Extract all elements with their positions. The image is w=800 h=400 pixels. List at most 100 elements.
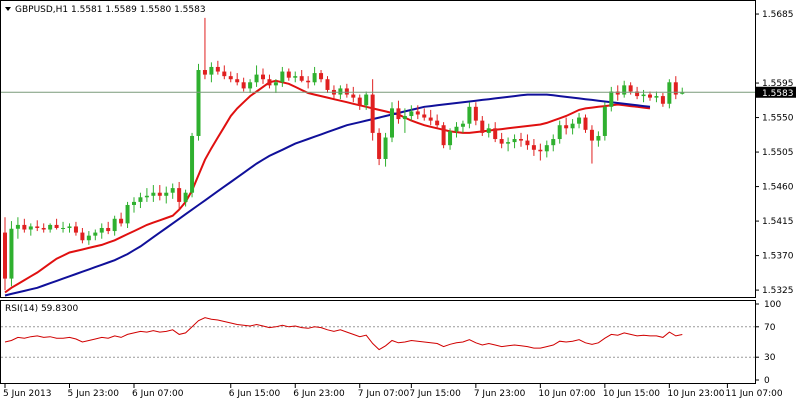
candle-body bbox=[460, 123, 465, 127]
price-tick-label: 1.5415 bbox=[762, 217, 794, 227]
candle-body bbox=[622, 85, 627, 95]
candle bbox=[460, 120, 465, 133]
candle bbox=[54, 218, 59, 230]
rsi-tick-label: 30 bbox=[764, 353, 776, 363]
candle bbox=[596, 131, 601, 147]
candle-body bbox=[635, 91, 640, 97]
price-tick-label: 1.5505 bbox=[762, 148, 794, 158]
candle bbox=[312, 66, 317, 86]
candle-body bbox=[589, 129, 594, 141]
time-tick-label: 7 Jun 07:00 bbox=[358, 389, 410, 399]
time-tick-label: 6 Jun 07:00 bbox=[132, 389, 184, 399]
candle-body bbox=[106, 227, 111, 232]
candle-body bbox=[177, 188, 182, 202]
candle-body bbox=[454, 126, 459, 132]
candle-body bbox=[428, 117, 433, 121]
candle-body bbox=[28, 226, 33, 230]
candle-body bbox=[164, 192, 169, 196]
candle-body bbox=[261, 74, 265, 80]
rsi-axis: 100 70 30 0 bbox=[755, 300, 781, 386]
candle-body bbox=[357, 97, 362, 106]
candle-body bbox=[22, 224, 27, 230]
candle-body bbox=[254, 74, 259, 83]
candle bbox=[615, 85, 620, 101]
candle-body bbox=[519, 139, 523, 141]
rsi-label: RSI(14) 59.8300 bbox=[5, 304, 78, 314]
candle-body bbox=[628, 85, 633, 92]
rsi-tick-label: 70 bbox=[764, 323, 776, 333]
candle-body bbox=[299, 76, 304, 81]
candle-body bbox=[35, 226, 40, 228]
candle-body bbox=[441, 125, 446, 146]
candle-body bbox=[564, 125, 569, 129]
candle-body bbox=[170, 188, 175, 193]
candle-body bbox=[344, 88, 349, 95]
candle-body bbox=[112, 218, 117, 232]
candle-body bbox=[138, 197, 143, 202]
candle bbox=[112, 215, 117, 236]
time-tick-label: 7 Jun 15:00 bbox=[409, 389, 461, 399]
candle bbox=[164, 186, 169, 204]
candle-body bbox=[641, 94, 646, 97]
candle-body bbox=[93, 232, 98, 236]
candle bbox=[357, 94, 362, 110]
candle-body bbox=[660, 96, 665, 104]
candle bbox=[673, 76, 678, 100]
candle-body bbox=[183, 192, 188, 202]
candle bbox=[228, 71, 233, 83]
candle bbox=[325, 76, 330, 94]
candle bbox=[222, 65, 227, 80]
time-tick-label: 6 Jun 23:00 bbox=[293, 389, 345, 399]
candle bbox=[370, 79, 375, 141]
candle bbox=[125, 201, 130, 228]
candle bbox=[589, 125, 594, 164]
candle bbox=[435, 114, 440, 129]
ma-fast-line bbox=[4, 79, 651, 294]
candle bbox=[519, 132, 523, 147]
candle bbox=[409, 105, 414, 121]
candle-body bbox=[390, 108, 394, 138]
candle-body bbox=[319, 73, 324, 80]
candle-body bbox=[499, 139, 504, 144]
time-tick-label: 11 Jun 07:00 bbox=[725, 389, 782, 399]
candle-body bbox=[80, 232, 85, 241]
candle-body bbox=[15, 224, 20, 229]
candle-body bbox=[396, 108, 401, 120]
candle bbox=[306, 76, 311, 89]
candle bbox=[351, 86, 356, 103]
candle-body bbox=[654, 96, 659, 98]
candle bbox=[441, 122, 446, 149]
symbol-header: GBPUSD,H1 1.5581 1.5589 1.5580 1.5583 bbox=[15, 5, 206, 15]
price-tick-label: 1.5325 bbox=[762, 286, 794, 296]
candle bbox=[467, 102, 472, 129]
candle-body bbox=[493, 128, 498, 140]
candle-body bbox=[570, 123, 575, 129]
candle-body bbox=[99, 227, 104, 233]
candle bbox=[73, 221, 78, 236]
candle-body bbox=[648, 94, 652, 98]
candle bbox=[428, 109, 433, 126]
candle bbox=[254, 65, 259, 87]
time-tick-label: 10 Jun 23:00 bbox=[667, 389, 724, 399]
candle bbox=[261, 68, 265, 84]
candle bbox=[293, 71, 298, 83]
candle bbox=[622, 80, 627, 98]
candle-body bbox=[48, 224, 53, 230]
triangle-down-icon[interactable] bbox=[5, 7, 11, 11]
price-tick-label: 1.5370 bbox=[762, 252, 794, 262]
candle bbox=[144, 188, 149, 202]
candle-body bbox=[667, 82, 672, 104]
candle bbox=[299, 70, 304, 83]
candle bbox=[177, 181, 182, 210]
candle-body bbox=[673, 82, 678, 95]
candle-body bbox=[486, 128, 491, 133]
candle bbox=[132, 197, 136, 213]
time-tick-label: 10 Jun 07:00 bbox=[538, 389, 595, 399]
candle-body bbox=[228, 76, 233, 80]
candle bbox=[183, 189, 188, 207]
candle bbox=[41, 223, 46, 233]
candle bbox=[531, 139, 536, 156]
price-tick-label: 1.5685 bbox=[762, 10, 794, 20]
candle-body bbox=[551, 139, 556, 146]
candle-body bbox=[215, 66, 220, 72]
